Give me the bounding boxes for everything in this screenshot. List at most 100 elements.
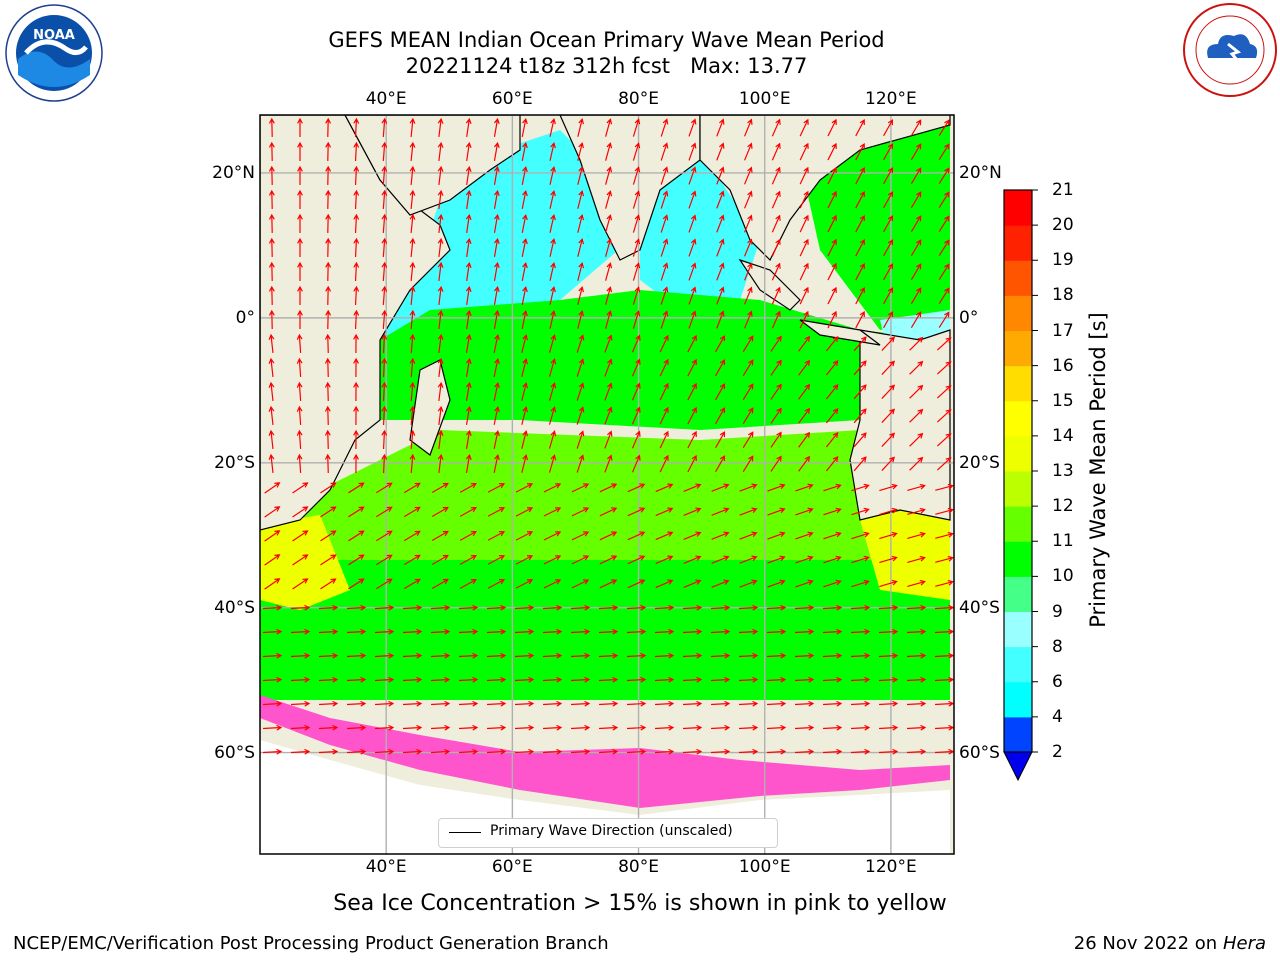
wave-direction-arrow bbox=[571, 483, 590, 493]
wave-direction-arrow bbox=[325, 165, 332, 186]
wave-direction-arrow bbox=[825, 407, 839, 424]
wave-direction-arrow bbox=[878, 724, 899, 731]
wave-direction-arrow bbox=[437, 261, 444, 282]
wave-direction-arrow bbox=[514, 652, 535, 659]
wave-direction-arrow bbox=[598, 700, 619, 707]
wave-direction-arrow bbox=[268, 309, 275, 330]
wave-direction-arrow bbox=[605, 142, 613, 161]
wave-direction-arrow bbox=[458, 676, 479, 683]
lat-tick-left: 20°S bbox=[214, 452, 255, 473]
wave-direction-arrow bbox=[268, 189, 275, 210]
wave-direction-arrow bbox=[742, 455, 754, 472]
lon-tick-bottom: 100°E bbox=[738, 857, 791, 877]
wave-direction-arrow bbox=[799, 214, 809, 233]
wave-direction-arrow bbox=[715, 359, 726, 377]
wave-direction-arrow bbox=[262, 628, 283, 635]
wave-direction-arrow bbox=[430, 628, 451, 635]
wave-direction-arrow bbox=[465, 453, 472, 473]
wave-direction-arrow bbox=[738, 676, 759, 683]
wave-direction-arrow bbox=[381, 165, 388, 186]
colorbar bbox=[1003, 189, 1038, 782]
wave-direction-arrow bbox=[570, 676, 591, 683]
wave-direction-arrow bbox=[297, 261, 303, 281]
wave-direction-arrow bbox=[795, 531, 814, 540]
wave-direction-arrow bbox=[437, 405, 444, 426]
wave-direction-arrow bbox=[598, 652, 619, 659]
noaa-logo-icon: NOAA bbox=[5, 4, 103, 102]
wave-direction-arrow bbox=[850, 724, 871, 731]
wave-direction-arrow bbox=[879, 555, 898, 564]
wave-direction-arrow bbox=[688, 310, 697, 329]
wave-direction-arrow bbox=[655, 483, 674, 493]
wave-direction-arrow bbox=[515, 531, 534, 541]
wave-direction-arrow bbox=[938, 263, 950, 280]
wave-direction-arrow bbox=[409, 237, 416, 258]
wave-direction-arrow bbox=[910, 119, 922, 137]
lon-tick-top: 80°E bbox=[618, 89, 659, 109]
wave-direction-arrow bbox=[654, 604, 675, 611]
wave-direction-arrow bbox=[771, 286, 781, 305]
wave-direction-arrow bbox=[493, 117, 500, 137]
wave-direction-arrow bbox=[739, 507, 758, 516]
wave-direction-arrow bbox=[521, 334, 529, 353]
wave-direction-arrow bbox=[798, 431, 811, 448]
wave-direction-arrow bbox=[910, 239, 922, 257]
wave-direction-arrow bbox=[320, 554, 337, 566]
wave-direction-arrow bbox=[521, 213, 528, 233]
wave-direction-arrow bbox=[827, 142, 837, 161]
wave-direction-arrow bbox=[770, 335, 782, 352]
colorbar-segment bbox=[1004, 225, 1032, 261]
wave-direction-arrow bbox=[381, 405, 388, 426]
wave-direction-arrow bbox=[346, 700, 367, 707]
wave-direction-arrow bbox=[571, 555, 590, 565]
wave-direction-arrow bbox=[493, 357, 500, 377]
wave-direction-arrow bbox=[799, 310, 809, 329]
wave-direction-arrow bbox=[409, 189, 416, 210]
wave-direction-arrow bbox=[374, 748, 395, 755]
wave-direction-arrow bbox=[605, 286, 613, 305]
wave-direction-arrow bbox=[881, 456, 895, 471]
colorbar-tick-label: 11 bbox=[1052, 531, 1074, 552]
wave-direction-arrow bbox=[493, 285, 500, 305]
footer-branch: NCEP/EMC/Verification Post Processing Pr… bbox=[13, 933, 609, 954]
wave-direction-arrow bbox=[604, 382, 613, 401]
wave-direction-arrow bbox=[409, 429, 416, 450]
wave-direction-arrow bbox=[627, 531, 646, 541]
wave-direction-arrow bbox=[682, 628, 703, 635]
wave-direction-arrow bbox=[549, 285, 556, 305]
wave-direction-arrow bbox=[318, 676, 339, 683]
wave-direction-arrow bbox=[409, 165, 416, 186]
wave-direction-arrow bbox=[823, 531, 842, 540]
wave-direction-arrow bbox=[935, 531, 954, 539]
wave-direction-arrow bbox=[742, 383, 754, 400]
wave-direction-arrow bbox=[853, 456, 867, 472]
wave-direction-arrow bbox=[487, 531, 506, 541]
wave-direction-arrow bbox=[710, 652, 731, 659]
wave-direction-arrow bbox=[409, 261, 416, 282]
wave-direction-arrow bbox=[431, 530, 449, 541]
wave-direction-arrow bbox=[855, 286, 865, 305]
colorbar-segment bbox=[1004, 611, 1032, 648]
wave-direction-arrow bbox=[486, 700, 507, 707]
wave-direction-arrow bbox=[493, 309, 500, 329]
wave-direction-arrow bbox=[409, 405, 416, 426]
wave-direction-arrow bbox=[683, 507, 702, 516]
wave-direction-arrow bbox=[716, 310, 725, 329]
wave-direction-arrow bbox=[795, 483, 814, 492]
wave-direction-arrow bbox=[458, 652, 479, 659]
wave-direction-arrow bbox=[739, 579, 758, 588]
lat-tick-left: 0° bbox=[235, 307, 255, 328]
colorbar-segment bbox=[1004, 435, 1032, 472]
wave-direction-arrow bbox=[883, 119, 894, 137]
wave-direction-arrow bbox=[324, 333, 331, 354]
wave-direction-arrow bbox=[576, 358, 585, 377]
wave-direction-arrow bbox=[431, 482, 449, 493]
wave-direction-arrow bbox=[799, 166, 809, 185]
wave-direction-arrow bbox=[883, 287, 894, 305]
wave-direction-arrow bbox=[716, 118, 725, 137]
wave-direction-arrow bbox=[521, 382, 529, 401]
wave-direction-arrow bbox=[738, 604, 759, 611]
wave-direction-arrow bbox=[296, 453, 303, 474]
colorbar-tick-label: 16 bbox=[1052, 355, 1074, 376]
wave-direction-arrow bbox=[353, 285, 360, 306]
